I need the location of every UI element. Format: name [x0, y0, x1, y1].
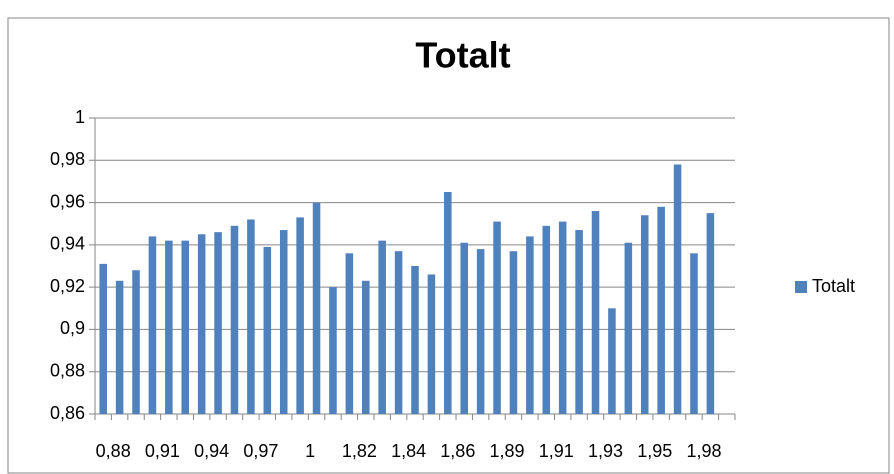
bar	[427, 274, 436, 414]
y-tick-label: 0,88	[50, 360, 85, 380]
bar	[608, 308, 616, 414]
bar	[230, 225, 239, 414]
bar	[296, 217, 304, 414]
bar	[378, 240, 386, 414]
x-tick-label: 1	[305, 441, 315, 461]
x-tick-label: 0,97	[243, 441, 278, 461]
bar	[526, 236, 534, 414]
bar	[476, 249, 485, 414]
bar	[673, 164, 682, 414]
x-tick-label: 1,84	[391, 441, 426, 461]
chart-title: Totalt	[415, 35, 510, 76]
bar	[263, 246, 272, 414]
x-tick-label: 0,91	[145, 441, 180, 461]
legend-swatch	[795, 281, 807, 293]
y-tick-label: 0,96	[50, 191, 85, 211]
bar	[247, 219, 255, 414]
bar	[115, 280, 124, 414]
bar	[575, 230, 583, 414]
bar	[279, 230, 288, 414]
bar	[214, 232, 222, 414]
bar	[132, 270, 140, 414]
bar	[640, 215, 649, 414]
bar	[558, 221, 567, 414]
bar	[394, 251, 403, 414]
bar	[345, 253, 354, 414]
bar	[148, 236, 157, 414]
bar	[444, 192, 452, 414]
bar	[460, 242, 469, 414]
bar	[99, 263, 107, 414]
bar	[624, 242, 633, 414]
bar	[706, 213, 715, 414]
bar	[657, 206, 665, 414]
bar	[509, 251, 518, 414]
bar	[165, 240, 173, 414]
y-tick-label: 0,92	[50, 276, 85, 296]
x-tick-label: 1,82	[342, 441, 377, 461]
y-tick-label: 0,98	[50, 149, 85, 169]
bar	[411, 266, 419, 414]
y-tick-label: 0,86	[50, 403, 85, 423]
bar	[361, 280, 370, 414]
x-tick-label: 1,93	[588, 441, 623, 461]
x-tick-label: 1,89	[490, 441, 525, 461]
y-tick-label: 0,9	[60, 318, 85, 338]
x-tick-label: 1,95	[637, 441, 672, 461]
bar	[312, 202, 321, 414]
x-tick-label: 0,88	[96, 441, 131, 461]
bar	[181, 240, 190, 414]
bar	[690, 253, 698, 414]
bar	[591, 211, 600, 414]
bar	[542, 225, 551, 414]
x-tick-label: 1,86	[440, 441, 475, 461]
legend-label: Totalt	[812, 276, 855, 296]
bar	[493, 221, 501, 414]
x-tick-label: 1,98	[686, 441, 721, 461]
y-tick-label: 1	[75, 107, 85, 127]
bar	[329, 287, 337, 414]
x-tick-label: 1,91	[539, 441, 574, 461]
bar	[197, 234, 206, 414]
x-tick-label: 0,94	[194, 441, 229, 461]
y-tick-label: 0,94	[50, 234, 85, 254]
